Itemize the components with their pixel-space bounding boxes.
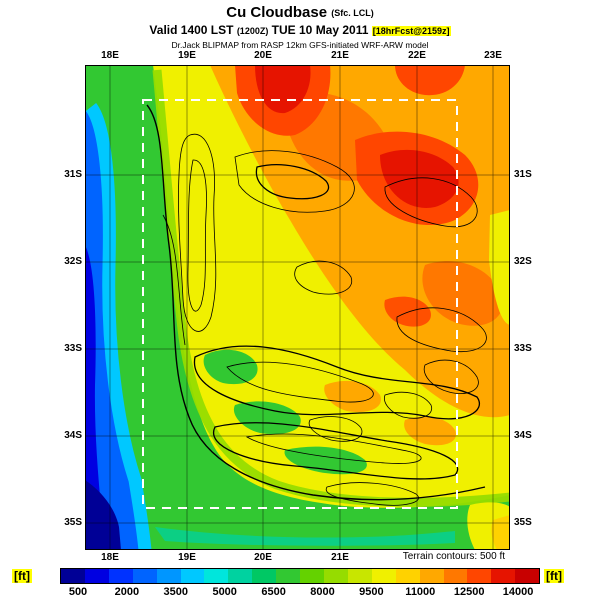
colorbar-segment: [491, 569, 516, 583]
axis-label: 18E: [101, 552, 119, 563]
terrain-contours: [146, 104, 487, 506]
axis-label: 19E: [178, 50, 196, 61]
colorbar-segment: [347, 569, 372, 583]
domain-boundary-dashed: [142, 99, 458, 509]
axis-label: 31S: [514, 169, 532, 180]
colorbar-segment: [467, 569, 492, 583]
colorbar-segment: [419, 569, 444, 583]
deepest-blue-corner: [85, 480, 121, 550]
deep-blue: [85, 245, 105, 550]
se-corner-orange: [491, 515, 510, 550]
axis-label: 32S: [64, 256, 82, 267]
forecast-badge: [18hrFcst@2159z]: [371, 26, 451, 36]
colorbar-segment: [61, 569, 85, 583]
teal-streak: [155, 527, 455, 546]
colorbar-segment: [228, 569, 253, 583]
colorbar-tick-label: 12500: [453, 586, 485, 598]
map-canvas: [85, 65, 510, 550]
colorbar-segment: [204, 569, 229, 583]
yellow-green-band: [152, 69, 510, 507]
red-max-top-center-core: [255, 65, 311, 114]
valid-date: TUE 10 May 2011: [271, 23, 369, 37]
colorbar-unit-right: [ft]: [544, 569, 564, 583]
axis-label: 21E: [331, 552, 349, 563]
colorbar-segment: [132, 569, 157, 583]
colorbar-segment: [84, 569, 109, 583]
colorbar-segment: [395, 569, 420, 583]
red-spot: [384, 296, 431, 327]
colorbar-tick-label: 3500: [163, 586, 189, 598]
latlon-grid: [85, 65, 510, 550]
colorbar-segment: [371, 569, 396, 583]
axis-label: 32S: [514, 256, 532, 267]
axis-label: 20E: [254, 50, 272, 61]
colorbar-tick-label: 6500: [261, 586, 286, 598]
axis-label: 34S: [64, 430, 82, 441]
colorbar-segment: [180, 569, 205, 583]
red-max-northeast-core: [380, 149, 459, 208]
colorbar-tick-label: 5000: [212, 586, 237, 598]
colorbar-segment: [443, 569, 468, 583]
page-title: Cu Cloudbase (Sfc. LCL): [0, 4, 600, 21]
colorbar-tick-label: 14000: [502, 586, 534, 598]
valid-prefix: Valid 1400 LST: [149, 23, 234, 37]
yellow-east-strip: [489, 210, 510, 325]
title-main: Cu Cloudbase: [226, 4, 328, 21]
colorbar-segment: [108, 569, 133, 583]
terrain-note: Terrain contours: 500 ft: [402, 551, 505, 562]
colorbar-segment: [156, 569, 181, 583]
colorbar-tick-label: 11000: [405, 586, 436, 598]
axis-label: 22E: [408, 50, 426, 61]
axis-label: 23E: [484, 50, 502, 61]
forecast-map: [85, 65, 510, 550]
colorbar-strip: [60, 568, 540, 584]
colorbar-tick-label: 9500: [359, 586, 384, 598]
axis-label: 35S: [514, 517, 532, 528]
axis-label: 19E: [178, 552, 196, 563]
cyan-coast-band: [85, 103, 152, 550]
valid-zulu: (1200Z): [236, 26, 269, 36]
deep-orange-blob: [422, 261, 504, 326]
axis-label: 35S: [64, 517, 82, 528]
axis-label: 21E: [331, 50, 349, 61]
colorbar-segment: [300, 569, 324, 583]
axis-label: 33S: [514, 343, 532, 354]
colorbar-tick-label: 8000: [310, 586, 335, 598]
model-note: Dr.Jack BLIPMAP from RASP 12km GFS-initi…: [171, 40, 429, 50]
colorbar-tick-label: 500: [68, 586, 88, 598]
axis-label: 31S: [64, 169, 82, 180]
colorbar-ticks: 500 2000 3500 5000 6500 8000 9500 11000 12500 140…: [60, 586, 540, 599]
colorbar-segment: [515, 569, 540, 583]
map-border: [85, 65, 510, 550]
colorbar-segment: [252, 569, 277, 583]
colorbar-segment: [276, 569, 301, 583]
axis-label: 20E: [254, 552, 272, 563]
valid-line: Valid 1400 LST (1200Z) TUE 10 May 2011 […: [0, 23, 600, 37]
axis-label: 33S: [64, 343, 82, 354]
axis-label: 34S: [514, 430, 532, 441]
colorbar-tick-label: 2000: [114, 586, 140, 598]
title-suffix: (Sfc. LCL): [331, 8, 374, 18]
axis-label: 18E: [101, 50, 119, 61]
colorbar-segment: [323, 569, 348, 583]
red-top-right-corner: [395, 65, 465, 96]
colorbar-unit-left: [ft]: [12, 569, 32, 583]
